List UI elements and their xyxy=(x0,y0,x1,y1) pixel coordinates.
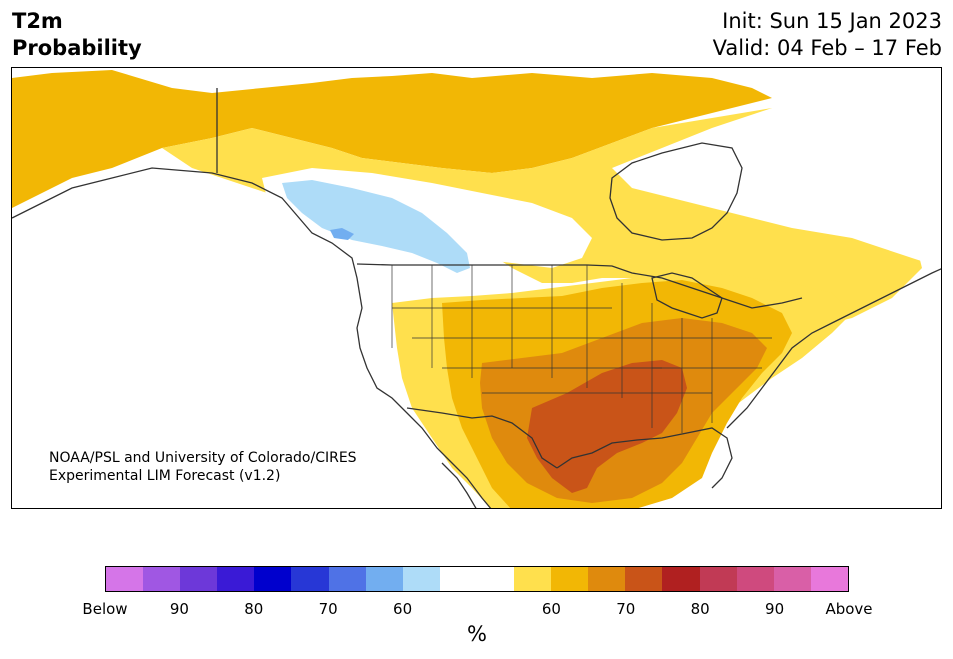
hudson-bay xyxy=(609,142,743,241)
colorbar xyxy=(105,566,849,592)
colorbar-tick-label: 80 xyxy=(690,600,710,618)
colorbar-segment xyxy=(180,567,218,591)
colorbar-segment xyxy=(254,567,292,591)
colorbar-segment xyxy=(402,567,440,591)
colorbar-segment xyxy=(365,567,403,591)
colorbar-segment xyxy=(217,567,255,591)
region-blue-cold xyxy=(282,180,470,273)
credit-text: NOAA/PSL and University of Colorado/CIRE… xyxy=(49,449,357,485)
colorbar-tick-label: 70 xyxy=(318,600,338,618)
west-coastline xyxy=(12,167,492,508)
colorbar-segment xyxy=(439,567,477,591)
region-north-orange xyxy=(12,70,772,208)
colorbar-segment xyxy=(476,567,515,591)
colorbar-segment xyxy=(662,567,700,591)
colorbar-tick-label: Below xyxy=(82,600,128,618)
colorbar-segment xyxy=(625,567,663,591)
title-line-2: Probability xyxy=(12,36,142,60)
mexico-coast xyxy=(441,462,477,508)
great-lakes xyxy=(651,272,723,319)
title-line-1: T2m xyxy=(12,9,63,33)
credit-line-2: Experimental LIM Forecast (v1.2) xyxy=(49,468,281,484)
state-lines xyxy=(391,265,772,433)
colorbar-segment xyxy=(291,567,329,591)
boundary-lines xyxy=(12,88,941,508)
colorbar-segment xyxy=(773,567,811,591)
colorbar-segment xyxy=(328,567,366,591)
colorbar-segment xyxy=(699,567,737,591)
credit-line-1: NOAA/PSL and University of Colorado/CIRE… xyxy=(49,450,357,466)
colorbar-tick-label: 90 xyxy=(765,600,785,618)
colorbar-tick-label: Above xyxy=(825,600,873,618)
colorbar-unit: % xyxy=(467,622,487,646)
east-coast xyxy=(726,268,941,429)
region-east-white xyxy=(612,98,941,268)
colorbar-segment xyxy=(551,567,589,591)
colorbar-tick-label: 70 xyxy=(616,600,636,618)
colorbar-segment xyxy=(514,567,552,591)
us-mexico-border xyxy=(406,407,558,469)
colorbar-tick-label: 80 xyxy=(244,600,264,618)
forecast-map xyxy=(11,67,942,509)
gulf-coast xyxy=(556,427,733,489)
map-svg xyxy=(12,70,941,508)
colorbar-segment xyxy=(736,567,774,591)
colorbar-segment xyxy=(106,567,144,591)
colorbar-segment xyxy=(143,567,181,591)
probability-shading xyxy=(12,70,941,508)
colorbar-tick-label: 90 xyxy=(169,600,189,618)
region-blue-darker xyxy=(330,228,354,240)
colorbar-segment xyxy=(810,567,848,591)
colorbar-tick-label: 60 xyxy=(541,600,561,618)
date-info: Init: Sun 15 Jan 2023 Valid: 04 Feb – 17… xyxy=(713,8,942,62)
valid-dates: Valid: 04 Feb – 17 Feb xyxy=(712,36,942,60)
init-date: Init: Sun 15 Jan 2023 xyxy=(722,9,942,33)
colorbar-segment xyxy=(588,567,626,591)
us-canada-border xyxy=(356,263,803,309)
colorbar-tick-label: 60 xyxy=(393,600,413,618)
map-title: T2m Probability xyxy=(12,8,142,62)
